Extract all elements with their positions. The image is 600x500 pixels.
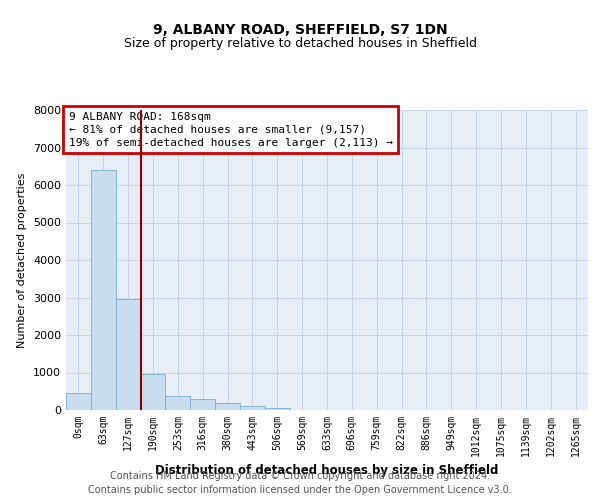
Y-axis label: Number of detached properties: Number of detached properties: [17, 172, 28, 348]
Bar: [140, 374, 166, 410]
Text: 9, ALBANY ROAD, SHEFFIELD, S7 1DN: 9, ALBANY ROAD, SHEFFIELD, S7 1DN: [152, 22, 448, 36]
X-axis label: Distribution of detached houses by size in Sheffield: Distribution of detached houses by size …: [155, 464, 499, 477]
Bar: [215, 404, 240, 410]
Bar: [116, 300, 140, 410]
Bar: [66, 393, 91, 410]
Bar: [190, 399, 215, 410]
Text: Size of property relative to detached houses in Sheffield: Size of property relative to detached ho…: [124, 38, 476, 51]
Bar: [91, 170, 116, 410]
Bar: [240, 406, 265, 410]
Text: 9 ALBANY ROAD: 168sqm
← 81% of detached houses are smaller (9,157)
19% of semi-d: 9 ALBANY ROAD: 168sqm ← 81% of detached …: [68, 112, 392, 148]
Bar: [265, 408, 290, 410]
Bar: [166, 396, 190, 410]
Text: Contains HM Land Registry data © Crown copyright and database right 2024.
Contai: Contains HM Land Registry data © Crown c…: [88, 471, 512, 495]
